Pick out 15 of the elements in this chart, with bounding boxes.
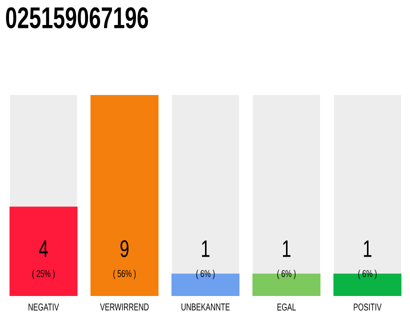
x-tick-label: UNBEKANNTE <box>182 304 230 310</box>
annotation: ( 6% ) <box>277 270 296 280</box>
annotation: ( 6% ) <box>196 270 215 280</box>
x-tick-label: POSITIV <box>354 304 382 311</box>
x-tick-label: EGAL <box>277 304 296 311</box>
data-label: 1 <box>364 240 372 257</box>
data-label: 1 <box>202 240 210 257</box>
x-tick-label: VERWIRREND <box>100 304 149 310</box>
chart-title: 025159067196 <box>6 7 148 28</box>
annotation: ( 56% ) <box>113 270 136 280</box>
data-label: 1 <box>282 240 290 257</box>
annotation: ( 25% ) <box>32 270 55 280</box>
data-label: 4 <box>39 240 48 257</box>
data-label: 9 <box>120 240 128 258</box>
x-tick-label: NEGATIV <box>28 304 59 311</box>
